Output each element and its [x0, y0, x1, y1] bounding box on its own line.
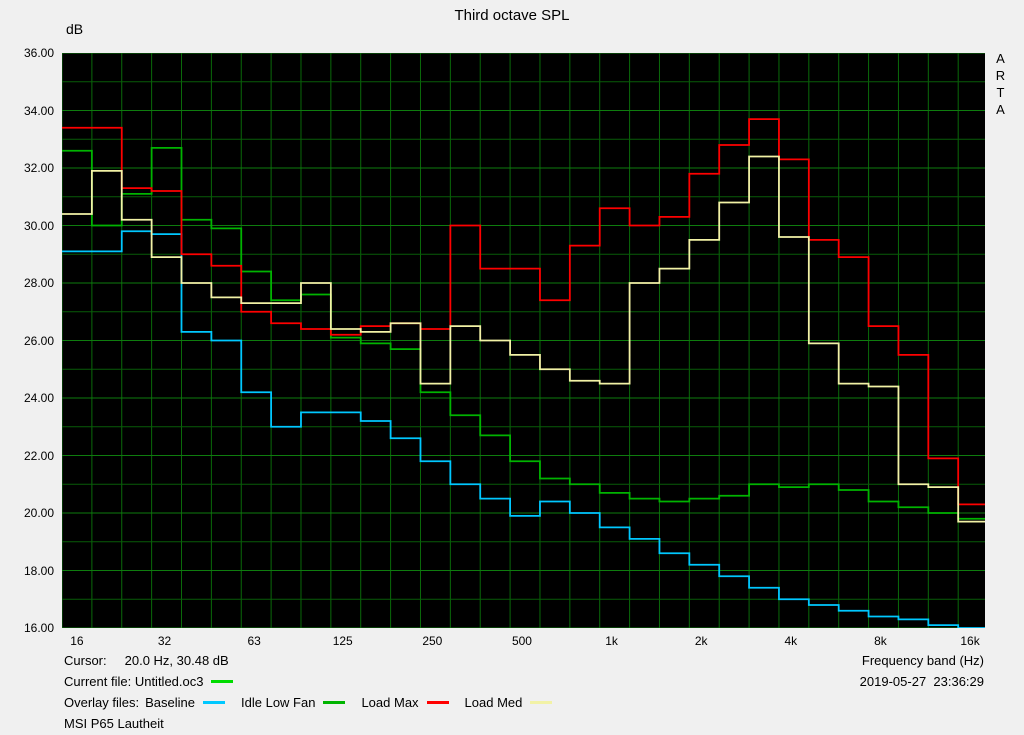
y-tick-label: 26.00 [23, 333, 54, 348]
current-file-label: Current file: [64, 674, 132, 689]
y-tick-label: 30.00 [23, 218, 54, 233]
series-line-load-max [62, 118, 985, 506]
overlay-color-swatch [530, 700, 553, 704]
x-tick-label: 16k [960, 634, 980, 648]
overlay-legend: Baseline Idle Low Fan Load Max Load Med [139, 695, 558, 710]
y-tick-label: 22.00 [23, 448, 54, 463]
x-tick-label: 125 [332, 634, 353, 648]
note-text: MSI P65 Lautheit [64, 716, 164, 731]
current-file-name: Untitled.oc3 [134, 674, 204, 689]
x-tick-label: 63 [247, 634, 261, 648]
series-line-idle-low-fan [62, 146, 985, 520]
overlay-color-swatch [323, 700, 346, 704]
overlay-name: Baseline [145, 695, 196, 710]
series-line-load-med [62, 155, 985, 523]
x-tick-label: 16 [70, 634, 84, 648]
x-tick-label: 250 [422, 634, 443, 648]
y-tick-label: 28.00 [23, 276, 54, 290]
x-tick-label: 2k [694, 634, 708, 648]
arta-brand-label: ARTA [995, 51, 1006, 117]
overlay-name: Load Med [464, 695, 523, 710]
y-tick-label: 32.00 [23, 161, 54, 175]
x-tick-label: 1k [605, 634, 618, 648]
x-axis-title: Frequency band (Hz) [861, 653, 984, 668]
overlay-color-swatch [203, 700, 226, 704]
overlay-name: Idle Low Fan [241, 695, 316, 710]
overlay-files-row: Overlay files: Baseline Idle Low Fan Load M… [64, 695, 558, 710]
plot-area[interactable] [62, 53, 985, 628]
cursor-value: 20.0 Hz, 30.48 dB [124, 653, 229, 668]
y-tick-label: 20.00 [23, 506, 54, 520]
current-file-row: Current file: Untitled.oc3 [64, 674, 239, 689]
timestamp: 2019-05-27 23:36:29 [859, 674, 984, 689]
x-tick-label: 8k [874, 634, 887, 648]
current-file-color-swatch [211, 679, 234, 683]
x-tick-label: 500 [511, 634, 532, 648]
cursor-label: Cursor: [64, 653, 107, 668]
x-tick-label: 4k [784, 634, 798, 648]
y-tick-label: 36.00 [23, 46, 54, 60]
y-tick-label: 18.00 [23, 563, 54, 578]
cursor-row: Cursor: 20.0 Hz, 30.48 dB [64, 653, 229, 668]
overlay-name: Load Max [361, 695, 419, 710]
note-row: MSI P65 Lautheit [64, 716, 164, 731]
overlay-files-label: Overlay files: [64, 695, 140, 710]
overlay-color-swatch [426, 700, 449, 704]
y-tick-label: 34.00 [23, 103, 54, 118]
y-tick-label: 16.00 [23, 621, 54, 635]
y-axis-unit-label: dB [66, 21, 84, 37]
series-line-baseline [62, 230, 985, 628]
spl-chart [62, 53, 985, 628]
y-tick-label: 24.00 [23, 391, 54, 405]
x-tick-label: 32 [157, 634, 172, 648]
chart-title: Third octave SPL [454, 7, 570, 24]
